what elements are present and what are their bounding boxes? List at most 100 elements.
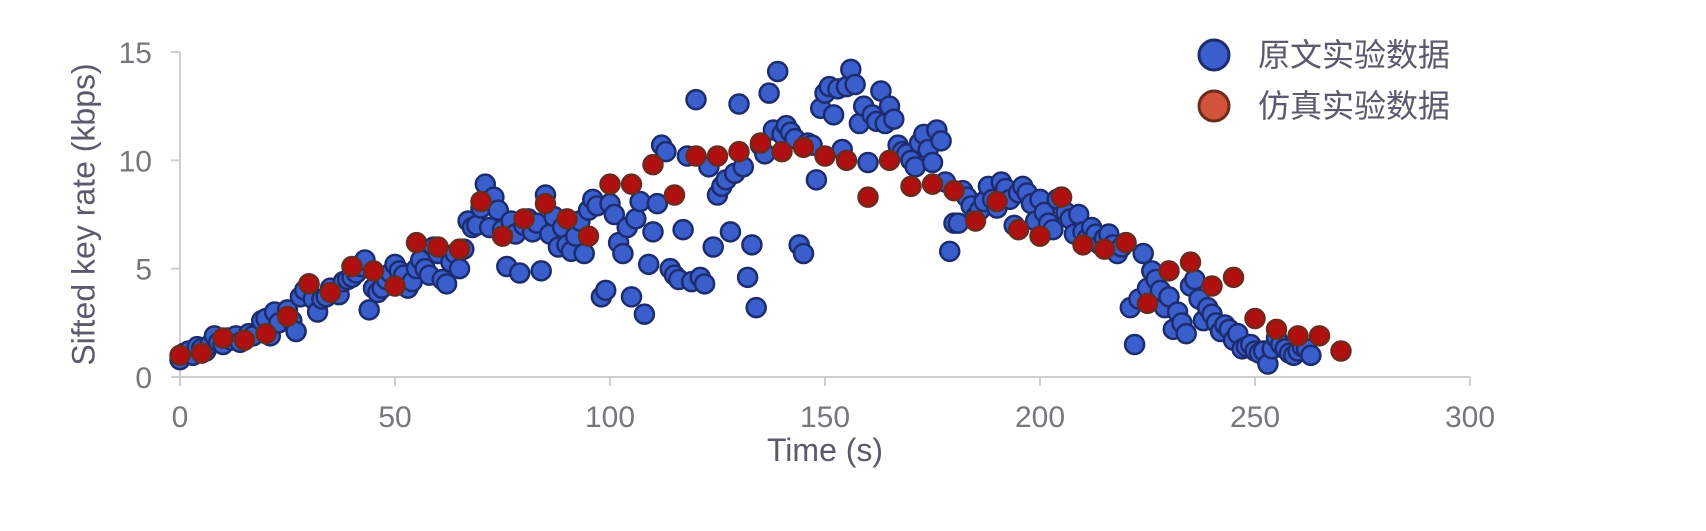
- axes: 0 50 100 150 200 250 300 0 5 10 15: [119, 37, 1495, 434]
- experimental-point: [633, 303, 656, 325]
- simulation-point: [706, 145, 729, 167]
- x-axis-title: Time (s): [767, 432, 883, 468]
- legend: 原文实验数据 仿真实验数据: [1197, 36, 1450, 125]
- simulation-point: [233, 329, 256, 351]
- experimental-point: [930, 130, 952, 152]
- simulation-point: [921, 173, 944, 195]
- simulation-point: [1244, 307, 1266, 330]
- experimental-point: [805, 169, 828, 191]
- simulation-point: [642, 153, 664, 176]
- experimental-point: [921, 151, 944, 174]
- x-tick-label: 250: [1230, 401, 1280, 434]
- experimental-point: [603, 203, 626, 226]
- data-points: [169, 58, 1352, 375]
- simulation-point: [1287, 325, 1309, 347]
- experimental-point: [1175, 322, 1197, 345]
- simulation-point: [663, 184, 686, 206]
- simulation-point: [1136, 292, 1159, 315]
- experimental-point: [629, 190, 651, 213]
- y-axis-title: Sifted key rate (kbps): [65, 63, 101, 365]
- simulation-point: [964, 210, 987, 232]
- simulation-point: [835, 149, 858, 172]
- x-tick-label: 100: [585, 401, 635, 434]
- simulation-point: [1072, 234, 1094, 256]
- simulation-point: [470, 190, 492, 213]
- simulation-point: [986, 190, 1008, 213]
- experimental-point: [637, 253, 660, 276]
- experimental-point: [358, 299, 380, 321]
- series-simulation: [169, 132, 1352, 367]
- experimental-point: [530, 260, 552, 282]
- simulation-point: [513, 208, 535, 230]
- simulation-point: [814, 145, 836, 167]
- experimental-point: [448, 257, 471, 280]
- simulation-point: [448, 238, 471, 260]
- simulation-point: [427, 236, 449, 258]
- simulation-point: [1029, 225, 1051, 247]
- simulation-point: [556, 208, 578, 230]
- simulation-point: [1179, 251, 1202, 273]
- experimental-point: [655, 140, 677, 163]
- simulation-point: [319, 281, 342, 304]
- experimental-point: [1123, 333, 1146, 356]
- simulation-point: [341, 255, 363, 278]
- simulation-point: [491, 225, 514, 247]
- legend-item-experimental: 原文实验数据: [1197, 36, 1450, 74]
- experimental-point: [792, 242, 815, 265]
- experimental-point: [745, 296, 767, 319]
- y-tick-label: 10: [119, 145, 152, 178]
- simulation-point: [1115, 231, 1137, 254]
- series-experimental: [169, 58, 1322, 375]
- simulation-point: [298, 273, 320, 295]
- legend-label-simulation: 仿真实验数据: [1258, 87, 1450, 125]
- simulation-point: [384, 275, 406, 297]
- legend-item-simulation: 仿真实验数据: [1197, 87, 1450, 125]
- simulation-point: [599, 173, 621, 195]
- experimental-point: [672, 218, 694, 241]
- experimental-point: [857, 151, 879, 174]
- simulation-point: [1007, 218, 1030, 241]
- simulation-point: [534, 192, 557, 215]
- simulation-point: [1330, 340, 1352, 362]
- experimental-point: [741, 234, 763, 256]
- simulation-point: [728, 140, 750, 163]
- simulation-point: [1265, 318, 1288, 341]
- simulation-point: [620, 173, 643, 195]
- y-tick-label: 0: [135, 362, 152, 395]
- simulation-point: [276, 305, 299, 328]
- simulation-point: [255, 322, 277, 345]
- experimental-point: [766, 60, 789, 83]
- experimental-point: [844, 73, 866, 96]
- simulation-point: [1308, 325, 1331, 347]
- experimental-point: [573, 242, 595, 265]
- experimental-point: [938, 240, 961, 263]
- simulation-point: [771, 140, 793, 163]
- x-tick-label: 0: [172, 401, 189, 434]
- experimental-point: [1132, 242, 1154, 265]
- simulation-point: [878, 149, 901, 172]
- simulation-point: [405, 231, 428, 254]
- simulation-point: [1222, 266, 1245, 289]
- simulation-point: [1201, 275, 1223, 297]
- experimental-point: [702, 236, 724, 258]
- y-tick-label: 5: [135, 254, 152, 287]
- simulation-point: [943, 179, 965, 202]
- x-tick-label: 150: [800, 401, 850, 434]
- legend-marker-experimental: [1197, 38, 1231, 72]
- simulation-point: [169, 344, 191, 367]
- simulation-point: [577, 225, 600, 247]
- experimental-point: [508, 262, 531, 284]
- experimental-point: [822, 104, 845, 126]
- simulation-point: [190, 342, 213, 364]
- experimental-point: [620, 286, 643, 308]
- simulation-point: [792, 136, 815, 159]
- experimental-point: [719, 221, 742, 243]
- experimental-point: [646, 192, 669, 215]
- experimental-point: [594, 279, 617, 302]
- simulation-point: [749, 132, 772, 154]
- legend-label-experimental: 原文实验数据: [1258, 36, 1450, 74]
- simulation-point: [857, 186, 879, 208]
- simulation-point: [362, 260, 385, 282]
- simulation-point: [900, 175, 922, 198]
